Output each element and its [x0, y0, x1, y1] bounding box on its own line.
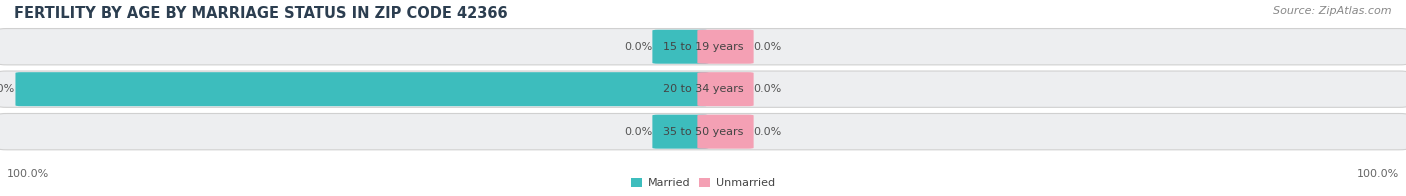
FancyBboxPatch shape	[15, 72, 709, 106]
FancyBboxPatch shape	[652, 115, 709, 149]
Legend: Married, Unmarried: Married, Unmarried	[631, 178, 775, 189]
Text: Source: ZipAtlas.com: Source: ZipAtlas.com	[1274, 6, 1392, 16]
Text: 0.0%: 0.0%	[754, 84, 782, 94]
Text: 20 to 34 years: 20 to 34 years	[662, 84, 744, 94]
Text: 100.0%: 100.0%	[0, 84, 15, 94]
Text: FERTILITY BY AGE BY MARRIAGE STATUS IN ZIP CODE 42366: FERTILITY BY AGE BY MARRIAGE STATUS IN Z…	[14, 6, 508, 21]
Text: 0.0%: 0.0%	[754, 127, 782, 137]
Text: 0.0%: 0.0%	[624, 42, 652, 52]
FancyBboxPatch shape	[652, 30, 709, 64]
Text: 0.0%: 0.0%	[624, 127, 652, 137]
Text: 100.0%: 100.0%	[1357, 169, 1399, 179]
Text: 35 to 50 years: 35 to 50 years	[662, 127, 744, 137]
Text: 0.0%: 0.0%	[754, 42, 782, 52]
FancyBboxPatch shape	[697, 72, 754, 106]
FancyBboxPatch shape	[0, 113, 1406, 150]
FancyBboxPatch shape	[697, 30, 754, 64]
Text: 15 to 19 years: 15 to 19 years	[662, 42, 744, 52]
FancyBboxPatch shape	[0, 71, 1406, 107]
FancyBboxPatch shape	[0, 29, 1406, 65]
FancyBboxPatch shape	[697, 115, 754, 149]
Text: 100.0%: 100.0%	[7, 169, 49, 179]
